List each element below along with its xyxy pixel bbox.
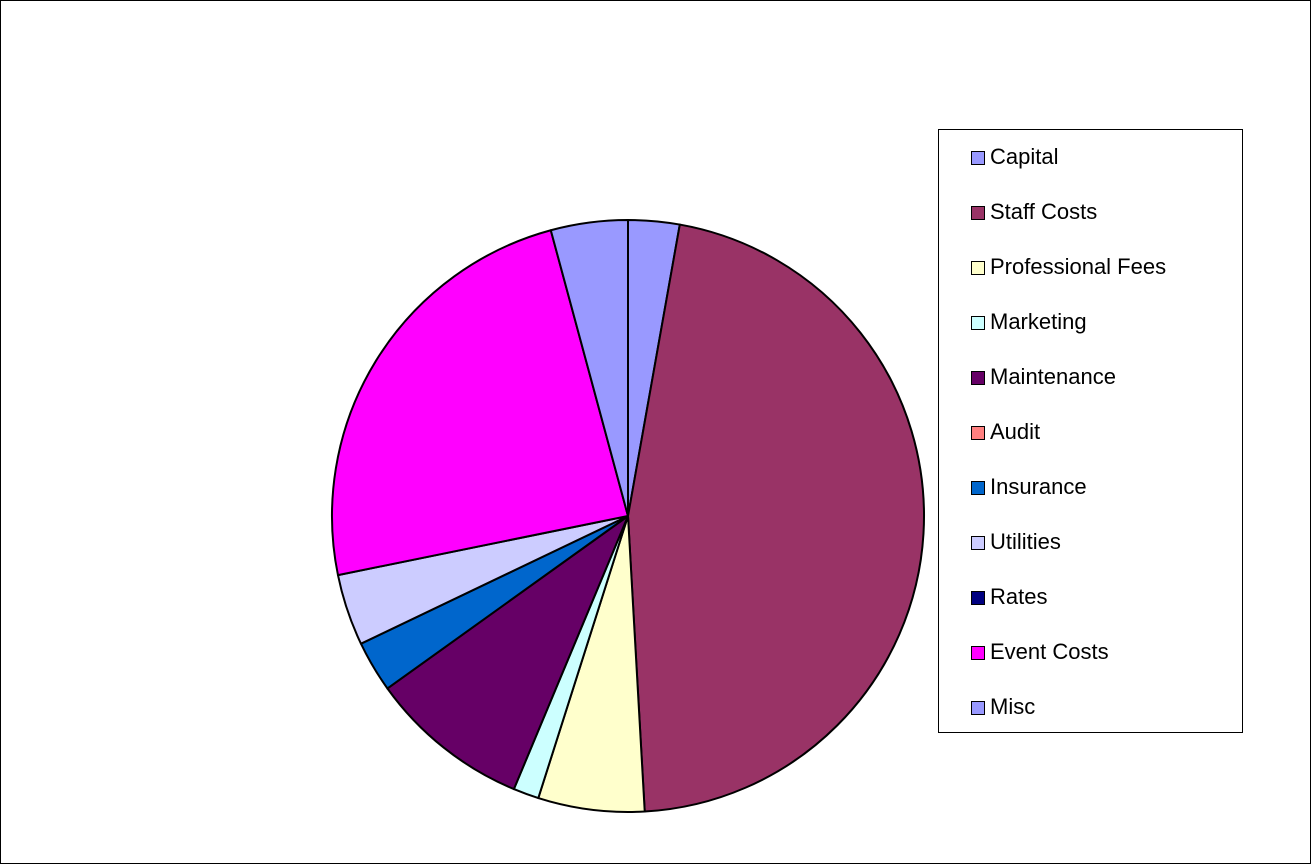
pie-slice-staff-costs [627, 223, 925, 813]
legend-swatch [971, 536, 985, 550]
legend-item-audit: Audit [939, 419, 1242, 474]
pie-slice-maintenance [386, 515, 629, 791]
legend-item-capital: Capital [939, 144, 1242, 199]
legend-swatch [971, 371, 985, 385]
legend-item-insurance: Insurance [939, 474, 1242, 529]
legend-swatch [971, 151, 985, 165]
legend-item-professional-fees: Professional Fees [939, 254, 1242, 309]
legend-label: Rates [990, 584, 1048, 609]
legend-label: Audit [990, 419, 1041, 444]
pie-slice-misc [549, 219, 629, 517]
legend-swatch [971, 426, 985, 440]
legend-label: Capital [990, 144, 1059, 169]
legend-label: Misc [990, 694, 1036, 719]
legend-label: Professional Fees [990, 254, 1167, 279]
legend-label: Maintenance [990, 364, 1116, 389]
pie-slice-event-costs [331, 229, 629, 577]
legend-swatch [971, 646, 985, 660]
legend-item-staff-costs: Staff Costs [939, 199, 1242, 254]
legend-swatch [971, 261, 985, 275]
legend-swatch [971, 591, 985, 605]
legend-item-event-costs: Event Costs [939, 639, 1242, 694]
legend-label: Utilities [990, 529, 1061, 554]
legend-swatch [971, 206, 985, 220]
legend-item-marketing: Marketing [939, 309, 1242, 364]
legend-label: Marketing [990, 309, 1087, 334]
legend-swatch [971, 481, 985, 495]
legend-swatch [971, 316, 985, 330]
legend-label: Insurance [990, 474, 1087, 499]
legend: Capital Staff Costs Professional Fees Marke… [938, 129, 1243, 733]
legend-item-utilities: Utilities [939, 529, 1242, 584]
legend-item-maintenance: Maintenance [939, 364, 1242, 419]
legend-label: Event Costs [990, 639, 1109, 664]
pie-slices [331, 219, 925, 813]
legend-item-misc: Misc [939, 694, 1242, 749]
legend-label: Staff Costs [990, 199, 1098, 224]
legend-item-rates: Rates [939, 584, 1242, 639]
legend-swatch [971, 701, 985, 715]
